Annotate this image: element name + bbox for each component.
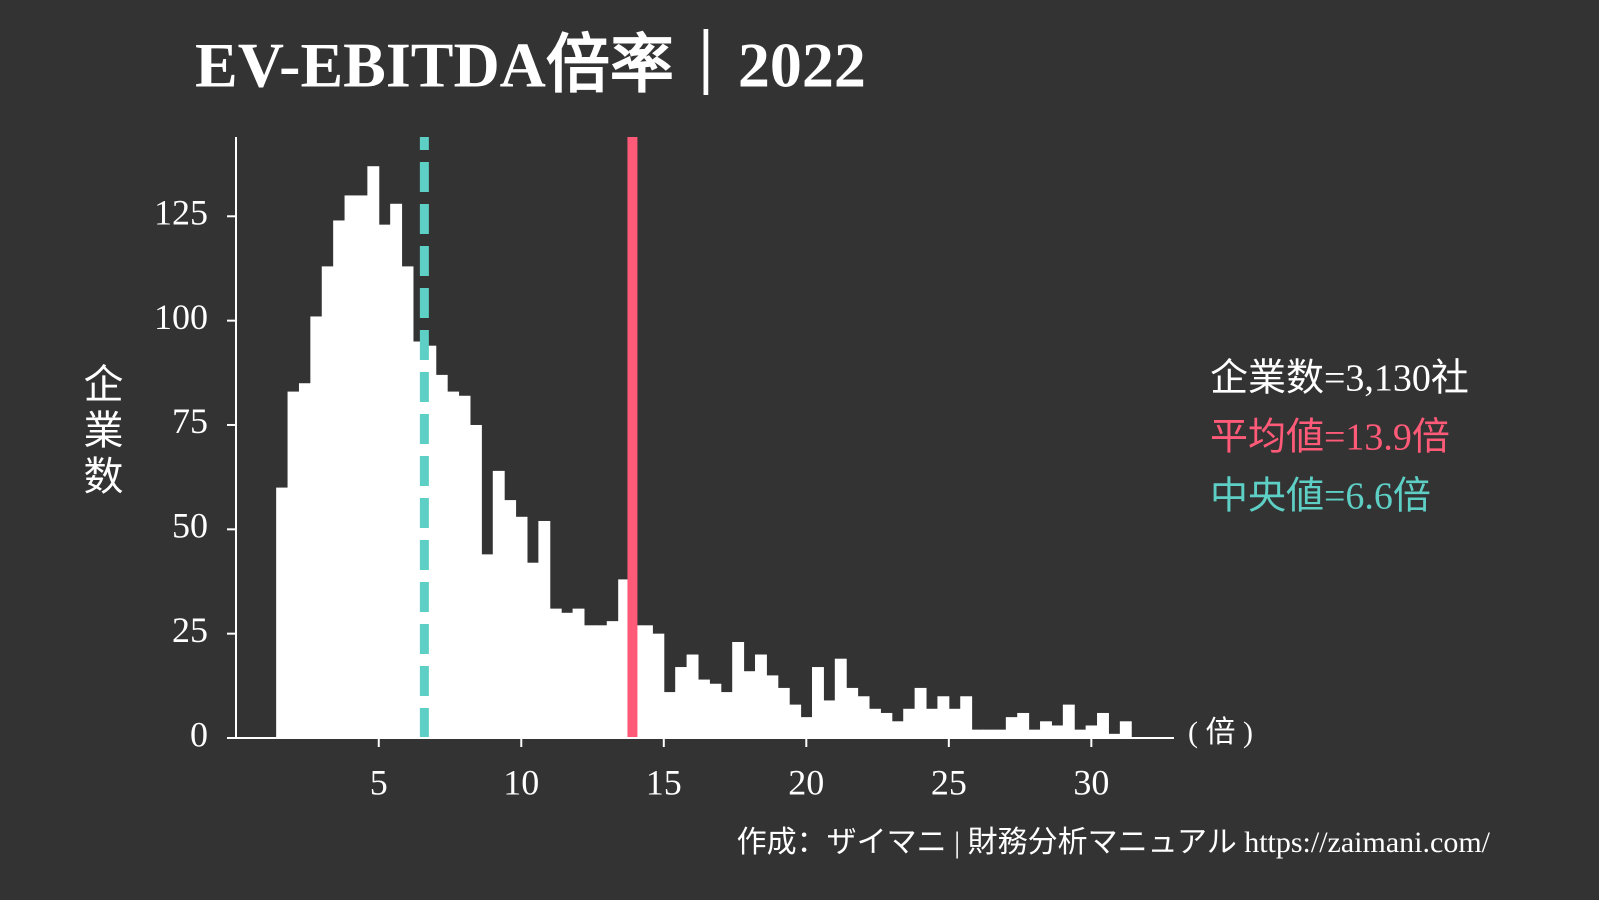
bar bbox=[561, 612, 574, 738]
x-axis-label: ( 倍 ) bbox=[1188, 716, 1253, 749]
bar bbox=[1097, 712, 1109, 738]
annotation: 中央値=6.6倍 bbox=[1210, 476, 1431, 518]
bar bbox=[800, 717, 813, 738]
bar bbox=[1062, 704, 1075, 738]
x-tick-label: 30 bbox=[1073, 762, 1109, 802]
bar bbox=[606, 621, 619, 738]
bar bbox=[504, 500, 517, 738]
bar bbox=[310, 316, 323, 738]
bar bbox=[914, 687, 927, 738]
bar bbox=[823, 700, 836, 738]
bar bbox=[971, 729, 984, 738]
bar bbox=[469, 424, 482, 738]
bar bbox=[1119, 721, 1132, 738]
bar bbox=[447, 391, 460, 738]
bar bbox=[789, 704, 802, 738]
bar bbox=[777, 687, 790, 738]
x-tick-label: 10 bbox=[503, 762, 539, 802]
bar bbox=[618, 579, 631, 738]
bar bbox=[869, 708, 881, 738]
bar bbox=[355, 195, 368, 739]
bar bbox=[766, 675, 779, 738]
bar bbox=[686, 654, 699, 738]
bar bbox=[834, 658, 847, 738]
bar bbox=[1108, 733, 1121, 738]
x-tick-label: 25 bbox=[931, 762, 967, 802]
bar bbox=[572, 608, 585, 738]
bar bbox=[709, 683, 722, 738]
bar bbox=[458, 395, 471, 738]
bar bbox=[526, 562, 539, 738]
bar bbox=[378, 224, 391, 739]
bar bbox=[424, 345, 437, 738]
bar bbox=[492, 470, 505, 738]
y-tick-label: 50 bbox=[172, 506, 208, 546]
chart-title: EV-EBITDA倍率｜2022 bbox=[195, 30, 866, 101]
bar bbox=[367, 166, 380, 738]
bar bbox=[298, 383, 311, 738]
bar bbox=[1028, 729, 1041, 738]
x-tick-label: 20 bbox=[788, 762, 824, 802]
annotation: 平均値=13.9倍 bbox=[1210, 417, 1450, 459]
y-tick-label: 25 bbox=[172, 610, 208, 650]
bar bbox=[1040, 721, 1052, 738]
bar bbox=[755, 654, 767, 738]
bar bbox=[595, 625, 608, 738]
bar bbox=[812, 667, 824, 738]
bar bbox=[994, 729, 1007, 738]
bar bbox=[390, 203, 403, 738]
bar bbox=[640, 625, 653, 738]
bar bbox=[983, 729, 995, 738]
bar bbox=[652, 633, 665, 738]
source: 作成：ザイマニ | 財務分析マニュアル https://zaimani.com/ bbox=[737, 826, 1491, 859]
annotation: 企業数=3,130社 bbox=[1210, 358, 1469, 400]
bar bbox=[401, 266, 414, 738]
bar bbox=[412, 341, 425, 738]
bar bbox=[937, 696, 950, 738]
bar bbox=[880, 712, 893, 738]
bar bbox=[276, 487, 289, 738]
bar bbox=[287, 391, 300, 738]
bar bbox=[663, 692, 676, 738]
y-tick-label: 100 bbox=[154, 297, 208, 337]
bar bbox=[333, 220, 346, 738]
bar bbox=[583, 625, 596, 738]
bar bbox=[720, 692, 733, 738]
bar bbox=[321, 266, 334, 738]
y-tick-label: 125 bbox=[154, 193, 208, 233]
bar bbox=[891, 721, 904, 738]
bar bbox=[1005, 717, 1018, 738]
bar bbox=[926, 708, 938, 738]
bar bbox=[846, 687, 859, 738]
x-tick-label: 5 bbox=[370, 762, 388, 802]
bar bbox=[857, 696, 870, 738]
y-tick-label: 75 bbox=[172, 401, 208, 441]
bar bbox=[538, 520, 551, 738]
bar bbox=[1017, 712, 1030, 738]
bar bbox=[675, 667, 688, 738]
y-tick-label: 0 bbox=[190, 714, 208, 754]
bar bbox=[1085, 725, 1098, 738]
y-axis-label: 企業数 bbox=[78, 363, 123, 501]
bar bbox=[948, 708, 961, 738]
bar bbox=[698, 679, 710, 738]
bar bbox=[903, 708, 916, 738]
bar bbox=[743, 671, 756, 738]
bar bbox=[435, 374, 448, 738]
bar bbox=[960, 696, 973, 738]
bar bbox=[549, 608, 562, 738]
bar bbox=[515, 516, 528, 738]
bar bbox=[1051, 725, 1064, 738]
bar bbox=[1074, 729, 1087, 738]
bar bbox=[481, 554, 494, 738]
bar bbox=[344, 195, 357, 739]
bar bbox=[732, 642, 745, 738]
x-tick-label: 15 bbox=[646, 762, 682, 802]
